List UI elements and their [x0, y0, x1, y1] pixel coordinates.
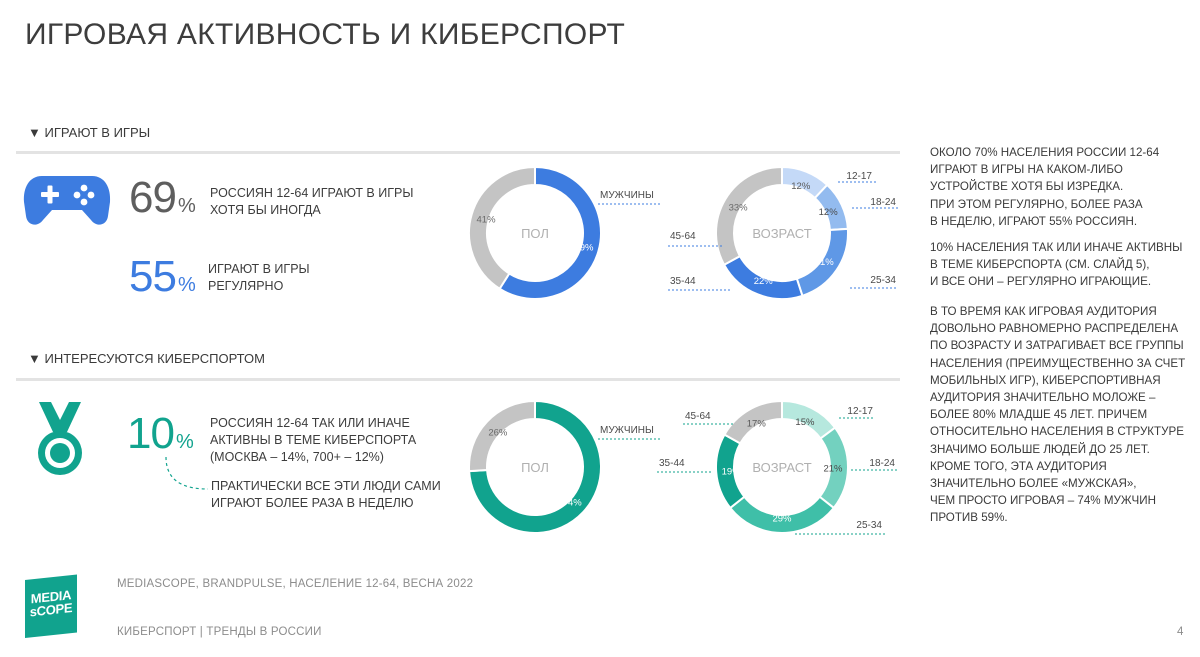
summary-line: ЧЕМ ПРОСТО ИГРОВАЯ – 74% МУЖЧИН: [930, 494, 1156, 508]
note-connector-curve: [165, 456, 209, 490]
summary-line: ДОВОЛЬНО РАВНОМЕРНО РАСПРЕДЕЛЕНА: [930, 322, 1179, 336]
section-divider-esports: [16, 378, 900, 381]
summary-line: В НЕДЕЛЮ, ИГРАЮТ 55% РОССИЯН.: [930, 214, 1138, 228]
section-header-esports: ▼ ИНТЕРЕСУЮТСЯ КИБЕРСПОРТОМ: [28, 351, 265, 366]
stat-label-line: (МОСКВА – 14%, 700+ – 12%): [210, 450, 384, 464]
stat-value-occasional-gamers: 69%: [129, 176, 196, 228]
callout-label-45-64: 45-64: [685, 411, 711, 422]
donut-center-label: ПОЛ: [521, 460, 549, 475]
stat-label-occasional-gamers: РОССИЯН 12-64 ИГРАЮТ В ИГРЫ ХОТЯ БЫ ИНОГ…: [210, 185, 413, 219]
slice-value-label: 21%: [823, 463, 843, 474]
slice-value-label: 19%: [722, 466, 742, 477]
stat-label-line: РОССИЯН 12-64 ИГРАЮТ В ИГРЫ: [210, 186, 414, 200]
callout-label-18-24: 18-24: [870, 197, 896, 208]
summary-paragraph-1: ОКОЛО 70% НАСЕЛЕНИЯ РОССИИ 12-64 ИГРАЮТ …: [930, 144, 1159, 230]
stat-label-regular-gamers: ИГРАЮТ В ИГРЫ РЕГУЛЯРНО: [208, 261, 310, 295]
stat-unit: %: [177, 274, 196, 296]
callout-label-35-44: 35-44: [670, 276, 696, 287]
summary-line: КРОМЕ ТОГО, ЭТА АУДИТОРИЯ: [930, 459, 1107, 473]
summary-line: ЗНАЧИМО БОЛЬШЕ ЛЮДЕЙ ДО 25 ЛЕТ.: [930, 442, 1150, 456]
page-number: 4: [1177, 626, 1184, 638]
summary-paragraph-3: В ТО ВРЕМЯ КАК ИГРОВАЯ АУДИТОРИЯ ДОВОЛЬН…: [930, 303, 1185, 527]
stat-label-line: РОССИЯН 12-64 ТАК ИЛИ ИНАЧЕ: [210, 416, 410, 430]
summary-line: ПО ВОЗРАСТУ И ЗАТРАГИВАЕТ ВСЕ ГРУППЫ: [930, 339, 1184, 353]
donut-slice-45-64: [723, 399, 783, 445]
stat-label-line: ИГРАЮТ В ИГРЫ: [208, 262, 310, 276]
stat-label-line: АКТИВНЫ В ТЕМЕ КИБЕРСПОРТА: [210, 433, 417, 447]
donut-slice-rest: [468, 399, 536, 473]
summary-line: И ВСЕ ОНИ – РЕГУЛЯРНО ИГРАЮЩИЕ.: [930, 275, 1152, 289]
donut-chart-age-esports: 15% 21% 29% 19% 17% ВОЗРАСТ 12-17 18-24 25-34 35-…: [657, 399, 897, 535]
summary-paragraph-2: 10% НАСЕЛЕНИЯ ТАК ИЛИ ИНАЧЕ АКТИВНЫ В ТЕ…: [930, 239, 1182, 291]
stat-unit: %: [175, 431, 194, 453]
summary-line: 10% НАСЕЛЕНИЯ ТАК ИЛИ ИНАЧЕ АКТИВНЫ: [930, 241, 1183, 254]
page-title: ИГРОВАЯ АКТИВНОСТЬ И КИБЕРСПОРТ: [25, 18, 626, 51]
section-divider-gaming: [16, 151, 900, 154]
donut-center-label: ПОЛ: [521, 226, 549, 241]
summary-line: МОБИЛЬНЫХ ИГР), КИБЕРСПОРТИВНАЯ: [930, 373, 1161, 387]
footer-source: MEDIASCOPE, BRANDPULSE, НАСЕЛЕНИЕ 12-64,…: [117, 578, 474, 590]
stat-label-line: ХОТЯ БЫ ИНОГДА: [210, 203, 321, 217]
callout-label-мужчины: МУЖЧИНЫ: [600, 425, 654, 436]
stat-value-regular-gamers: 55%: [129, 255, 196, 307]
medal-icon: [38, 402, 82, 475]
donut-chart-gender-esports: 74% 26% ПОЛ МУЖЧИНЫ: [468, 399, 660, 534]
slice-value-label: 41%: [477, 214, 497, 225]
summary-line: В ТО ВРЕМЯ КАК ИГРОВАЯ АУДИТОРИЯ: [930, 305, 1157, 318]
slice-value-label: 22%: [754, 276, 774, 287]
stat-number: 55: [129, 252, 177, 301]
donut-center-label: ВОЗРАСТ: [752, 226, 811, 241]
callout-label-18-24: 18-24: [869, 458, 895, 469]
summary-line: ОКОЛО 70% НАСЕЛЕНИЯ РОССИИ 12-64: [930, 146, 1160, 159]
callout-label-12-17: 12-17: [847, 406, 873, 417]
mediascope-logo: MEDIA sCOPE: [25, 574, 77, 638]
section-header-gaming: ▼ ИГРАЮТ В ИГРЫ: [28, 125, 151, 140]
stat-label-esports-interest: РОССИЯН 12-64 ТАК ИЛИ ИНАЧЕ АКТИВНЫ В ТЕ…: [210, 415, 416, 466]
donut-chart-gender-gamers: 59% 41% ПОЛ МУЖЧИНЫ: [468, 165, 660, 300]
slice-value-label: 21%: [815, 257, 835, 268]
note-line: ПРАКТИЧЕСКИ ВСЕ ЭТИ ЛЮДИ САМИ: [211, 479, 441, 493]
summary-line: ПРОТИВ 59%.: [930, 511, 1008, 525]
summary-line: ПРИ ЭТОМ РЕГУЛЯРНО, БОЛЕЕ РАЗА: [930, 197, 1143, 211]
esports-note: ПРАКТИЧЕСКИ ВСЕ ЭТИ ЛЮДИ САМИ ИГРАЮТ БОЛ…: [211, 478, 441, 512]
summary-line: ИГРАЮТ В ИГРЫ НА КАКОМ-ЛИБО: [930, 163, 1123, 177]
donut-slice-45-64: [715, 165, 783, 267]
slice-value-label: 74%: [563, 497, 583, 508]
summary-line: В ТЕМЕ КИБЕРСПОРТА (СМ. СЛАЙД 5),: [930, 258, 1150, 272]
callout-label-35-44: 35-44: [659, 458, 685, 469]
gamepad-icon: [23, 176, 111, 225]
donut-slice-rest: [468, 165, 536, 291]
stat-label-line: РЕГУЛЯРНО: [208, 279, 284, 293]
donut-center-label: ВОЗРАСТ: [752, 460, 811, 475]
summary-line: УСТРОЙСТВЕ ХОТЯ БЫ ИЗРЕДКА.: [930, 180, 1124, 194]
donut-slice-мужчины: [498, 165, 602, 300]
summary-line: ЗНАЧИТЕЛЬНО БОЛЕЕ «МУЖСКАЯ»,: [930, 477, 1137, 491]
slice-value-label: 26%: [488, 428, 508, 439]
slice-value-label: 15%: [795, 417, 815, 428]
stat-value-esports-interest: 10%: [127, 412, 194, 464]
callout-label-12-17: 12-17: [846, 171, 872, 182]
slice-value-label: 17%: [747, 418, 767, 429]
slice-value-label: 29%: [772, 514, 792, 525]
callout-label-25-34: 25-34: [856, 520, 882, 531]
callout-label-мужчины: МУЖЧИНЫ: [600, 190, 654, 201]
slice-value-label: 12%: [791, 181, 811, 192]
logo-text-bottom: sCOPE: [29, 600, 73, 620]
note-line: ИГРАЮТ БОЛЕЕ РАЗА В НЕДЕЛЮ: [211, 496, 414, 510]
stat-unit: %: [177, 195, 196, 217]
slice-value-label: 12%: [819, 207, 839, 218]
slice-value-label: 59%: [574, 243, 594, 254]
summary-line: БОЛЕЕ 80% МЛАДШЕ 45 ЛЕТ. ПРИЧЕМ: [930, 408, 1148, 422]
summary-line: ОТНОСИТЕЛЬНО НАСЕЛЕНИЯ В СТРУКТУРЕ: [930, 425, 1184, 439]
callout-label-45-64: 45-64: [670, 231, 696, 242]
summary-line: АУДИТОРИЯ ЗНАЧИТЕЛЬНО МОЛОЖЕ –: [930, 391, 1156, 405]
callout-label-25-34: 25-34: [870, 275, 896, 286]
slice-value-label: 33%: [729, 203, 749, 214]
donut-chart-age-gamers: 12% 12% 21% 22% 33% ВОЗРАСТ 12-17 18-24 25-34 35-…: [668, 165, 898, 300]
stat-number: 10: [127, 409, 175, 458]
stat-number: 69: [129, 173, 177, 222]
summary-line: НАСЕЛЕНИЯ (ПРЕИМУЩЕСТВЕННО ЗА СЧЕТ: [930, 356, 1186, 370]
footer-section: КИБЕРСПОРТ | ТРЕНДЫ В РОССИИ: [117, 626, 322, 638]
donut-slice-мужчины: [468, 399, 602, 534]
